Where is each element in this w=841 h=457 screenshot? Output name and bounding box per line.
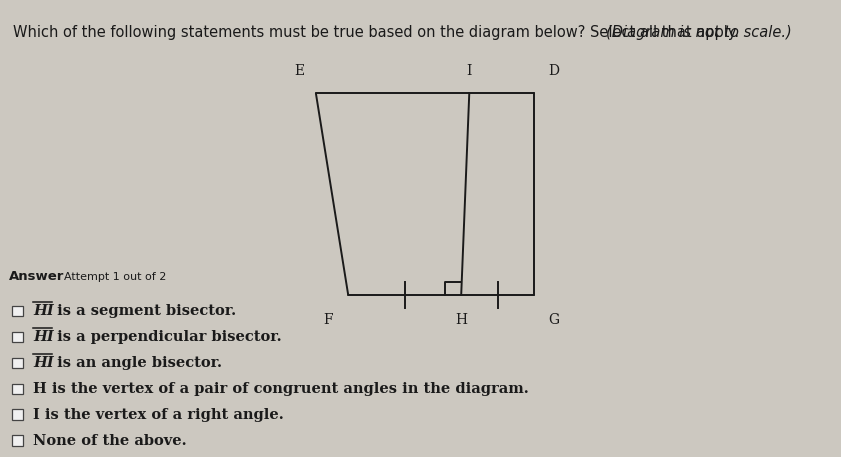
Text: None of the above.: None of the above. <box>33 434 187 448</box>
Text: I is the vertex of a right angle.: I is the vertex of a right angle. <box>33 408 283 422</box>
Text: is an angle bisector.: is an angle bisector. <box>51 356 222 370</box>
Text: Attempt 1 out of 2: Attempt 1 out of 2 <box>64 271 167 282</box>
Text: is a segment bisector.: is a segment bisector. <box>51 304 235 318</box>
Text: Which of the following statements must be true based on the diagram below? Selec: Which of the following statements must b… <box>13 25 743 40</box>
Bar <box>12 358 24 368</box>
Text: H: H <box>455 314 468 327</box>
Text: G: G <box>548 314 559 327</box>
Text: D: D <box>548 64 559 78</box>
Text: HI: HI <box>33 304 54 318</box>
Text: H is the vertex of a pair of congruent angles in the diagram.: H is the vertex of a pair of congruent a… <box>33 382 529 396</box>
Text: E: E <box>294 64 304 78</box>
Bar <box>12 306 24 316</box>
Text: HI: HI <box>33 330 54 344</box>
Bar <box>12 383 24 394</box>
Text: HI: HI <box>33 356 54 370</box>
Text: is a perpendicular bisector.: is a perpendicular bisector. <box>51 330 281 344</box>
Text: Answer: Answer <box>9 270 65 283</box>
Text: F: F <box>323 314 333 327</box>
Bar <box>12 409 24 420</box>
Text: (Diagram is not to scale.): (Diagram is not to scale.) <box>606 25 791 40</box>
Bar <box>12 332 24 342</box>
Bar <box>12 436 24 446</box>
Text: I: I <box>467 64 472 78</box>
